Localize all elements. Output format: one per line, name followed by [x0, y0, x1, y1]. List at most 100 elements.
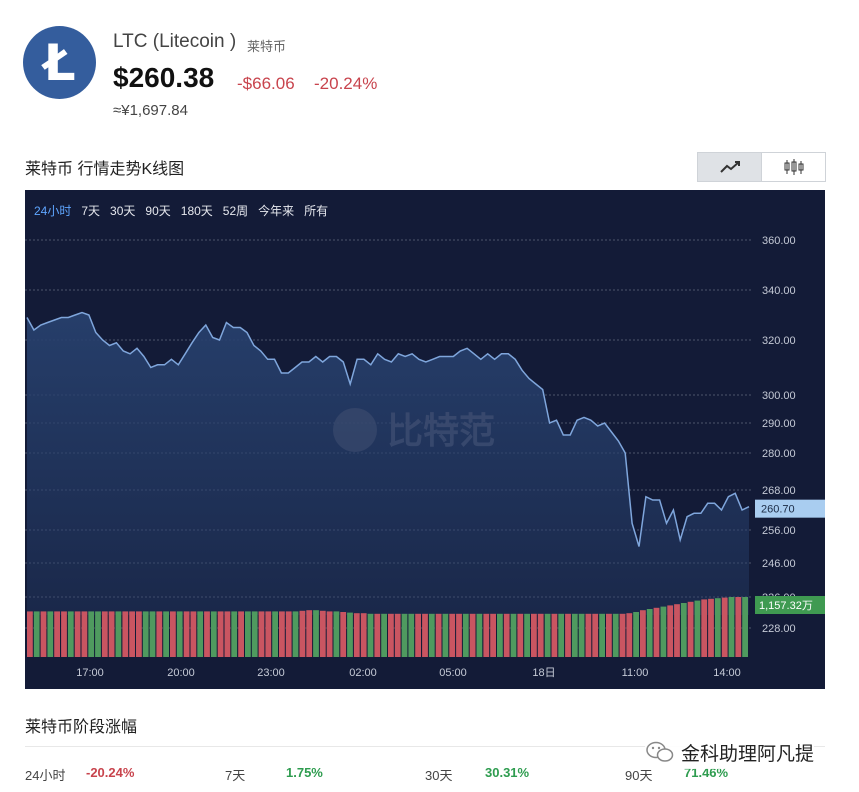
line-chart-button[interactable]	[698, 153, 762, 181]
coin-name-cn: 莱特币	[247, 39, 287, 54]
price-chart[interactable]: 360.00 340.00 320.00 300.00 290.00 280.00 268.…	[25, 190, 825, 689]
volume-bar	[606, 613, 612, 657]
volume-bar	[272, 611, 278, 657]
volume-bar	[660, 606, 667, 657]
volume-bar	[54, 611, 60, 657]
range-tab[interactable]: 180天	[180, 204, 213, 218]
y-tick-label: 320.00	[762, 335, 796, 347]
volume-bar	[340, 612, 347, 657]
account-name: 金科助理阿凡提	[681, 743, 815, 765]
volume-bar	[190, 611, 197, 657]
volume-bar	[326, 611, 333, 657]
range-tab[interactable]: 90天	[145, 204, 171, 218]
stat-label-24h: 24小时	[25, 768, 66, 783]
price-in-cny: ≈¥1,697.84	[113, 102, 188, 119]
volume-bar	[265, 611, 272, 657]
volume-bar	[163, 611, 169, 657]
volume-bar	[428, 613, 435, 657]
y-tick-label: 268.00	[762, 485, 796, 497]
volume-bar	[653, 607, 660, 657]
volume-bar	[231, 611, 238, 657]
volume-bar	[197, 611, 204, 657]
volume-bar	[585, 613, 592, 657]
volume-bar	[524, 613, 530, 657]
volume-bar	[701, 599, 708, 657]
x-tick-label: 14:00	[713, 667, 741, 679]
volume-bar	[497, 613, 503, 657]
litecoin-logo-icon: Ł	[23, 26, 96, 99]
x-tick-label: 23:00	[257, 667, 285, 679]
volume-bar	[640, 610, 646, 657]
volume-bar	[544, 613, 551, 657]
volume-bar	[408, 613, 415, 657]
y-tick-label: 246.00	[762, 558, 796, 570]
volume-bar	[95, 611, 101, 657]
volume-bar	[101, 611, 108, 657]
volume-bar	[88, 611, 95, 657]
volume-bar	[735, 597, 742, 657]
stat-value-30d: 30.31%	[485, 765, 530, 780]
volume-bar	[292, 611, 299, 657]
volume-bar	[422, 613, 428, 657]
volume-bar	[170, 611, 176, 657]
volume-bar	[27, 611, 33, 657]
volume-bar	[646, 609, 653, 657]
candlestick-icon	[784, 159, 803, 175]
y-tick-label: 280.00	[762, 448, 796, 460]
range-tab[interactable]: 今年来	[258, 204, 295, 218]
stat-label-7d: 7天	[225, 768, 246, 783]
range-tab[interactable]: 所有	[304, 204, 329, 218]
volume-bar	[531, 613, 537, 657]
volume-bar	[313, 610, 319, 657]
volume-bar	[245, 611, 251, 657]
range-tabs: 24小时 7天 30天 90天 180天 52周 今年来 所有	[34, 202, 338, 219]
volume-bar	[279, 611, 285, 657]
volume-bar	[674, 604, 680, 657]
volume-bar	[401, 613, 408, 657]
volume-bar	[217, 611, 224, 657]
volume-bar	[633, 612, 639, 657]
volume-bar	[680, 603, 687, 657]
volume-bar	[81, 611, 88, 657]
volume-bar	[558, 613, 565, 657]
candlestick-chart-button[interactable]	[762, 153, 825, 181]
volume-bar	[483, 613, 490, 657]
volume-bar	[394, 613, 401, 657]
volume-bar	[388, 613, 394, 657]
current-price-label: 260.70	[761, 504, 795, 516]
range-tab[interactable]: 24小时	[34, 204, 72, 218]
volume-bar	[149, 611, 156, 657]
volume-bar	[442, 613, 449, 657]
volume-bar	[210, 611, 217, 657]
volume-bar	[721, 597, 728, 657]
volume-bar	[435, 613, 442, 657]
range-tab[interactable]: 7天	[81, 204, 101, 218]
volume-bar	[449, 613, 456, 657]
volume-bar	[708, 598, 714, 657]
x-tick-label: 05:00	[439, 667, 467, 679]
range-tab[interactable]: 52周	[222, 204, 249, 218]
volume-bar	[667, 605, 674, 657]
volume-bar	[537, 613, 544, 657]
volume-bar	[108, 611, 115, 657]
y-tick-label: 228.00	[762, 623, 796, 635]
x-tick-label: 20:00	[167, 667, 195, 679]
x-tick-label: 02:00	[349, 667, 377, 679]
current-price: $260.38	[113, 62, 215, 93]
volume-bar	[592, 613, 599, 657]
volume-bar	[742, 597, 748, 657]
price-line	[26, 311, 750, 547]
volume-bar	[565, 613, 571, 657]
volume-bar	[40, 611, 47, 657]
stat-label-90d: 90天	[625, 768, 653, 783]
volume-bar	[578, 613, 585, 657]
range-tab[interactable]: 30天	[110, 204, 136, 218]
line-chart-icon	[719, 161, 740, 173]
logo-letter: Ł	[43, 33, 76, 92]
volume-bar	[694, 600, 701, 657]
y-tick-label: 360.00	[762, 235, 796, 247]
volume-bar	[571, 613, 578, 657]
price-area	[27, 312, 749, 615]
x-tick-label: 17:00	[76, 667, 104, 679]
volume-bar	[319, 610, 326, 657]
